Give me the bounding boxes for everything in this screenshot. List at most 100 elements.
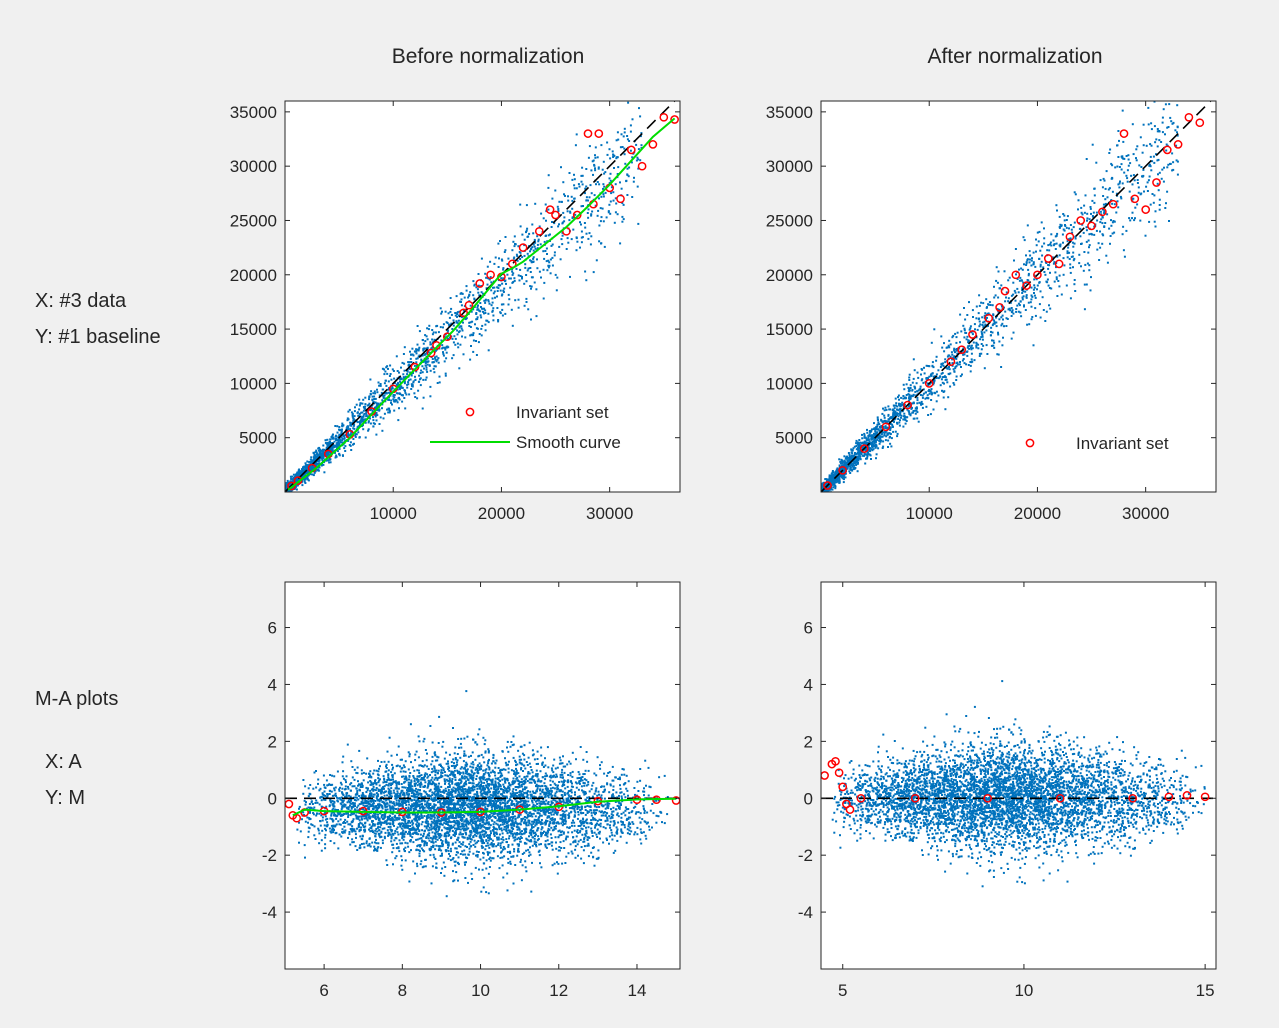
data-point	[1048, 304, 1050, 307]
data-point	[483, 312, 485, 315]
data-point	[588, 232, 591, 235]
data-point	[919, 402, 922, 405]
data-point	[320, 464, 323, 467]
data-point	[329, 440, 331, 443]
data-point	[1144, 234, 1147, 237]
data-point	[388, 410, 391, 413]
data-point	[876, 431, 879, 434]
data-point	[991, 304, 994, 307]
data-point	[898, 408, 901, 411]
data-point	[596, 181, 599, 183]
data-point	[569, 211, 572, 214]
data-point	[894, 430, 897, 433]
data-point	[461, 329, 464, 332]
data-point	[874, 432, 877, 435]
data-point	[376, 388, 378, 391]
data-point	[407, 364, 410, 367]
data-point	[551, 256, 554, 259]
data-point	[1027, 268, 1030, 271]
data-point	[401, 386, 404, 389]
data-point	[949, 343, 952, 346]
data-point	[1026, 259, 1029, 262]
data-point	[619, 146, 622, 149]
axes-frame	[284, 100, 681, 493]
data-point	[902, 425, 905, 428]
data-point	[980, 343, 983, 345]
data-point	[383, 412, 386, 415]
data-point	[472, 334, 475, 336]
data-point	[616, 131, 619, 134]
data-point	[549, 233, 551, 236]
data-point	[600, 144, 603, 147]
data-point	[1077, 199, 1080, 202]
data-point	[543, 240, 546, 243]
data-point	[942, 362, 945, 365]
data-point	[367, 420, 370, 423]
data-point	[1036, 231, 1039, 234]
data-point	[620, 133, 623, 136]
data-point	[369, 422, 372, 425]
data-point	[1030, 305, 1033, 308]
data-point	[1135, 148, 1138, 151]
data-point	[615, 202, 618, 205]
data-point	[914, 387, 917, 390]
data-point	[488, 278, 491, 281]
data-point	[596, 214, 599, 217]
data-point	[294, 480, 297, 483]
data-point	[500, 303, 503, 306]
data-point	[415, 352, 418, 355]
data-point	[390, 388, 393, 391]
data-point	[363, 418, 366, 421]
data-point	[619, 242, 622, 245]
data-point	[967, 345, 970, 348]
data-point	[869, 454, 872, 457]
data-point	[542, 250, 545, 253]
data-point	[367, 421, 370, 424]
data-point	[373, 413, 376, 416]
data-point	[551, 243, 554, 246]
data-point	[858, 455, 860, 458]
data-point	[1097, 242, 1100, 245]
data-point	[404, 391, 407, 394]
data-point	[929, 413, 932, 416]
data-point	[1072, 259, 1075, 262]
data-point	[1003, 306, 1005, 309]
data-point	[494, 256, 497, 259]
data-point	[952, 368, 955, 371]
data-point	[1162, 180, 1165, 183]
data-point	[991, 331, 994, 334]
data-point	[435, 360, 438, 363]
data-point	[583, 222, 586, 224]
data-point	[472, 308, 475, 311]
data-point	[455, 321, 458, 324]
data-point	[587, 156, 590, 159]
data-point	[1072, 226, 1075, 229]
data-point	[465, 289, 468, 292]
data-point	[885, 435, 888, 438]
data-point	[445, 351, 448, 354]
data-point	[1100, 213, 1103, 216]
data-point	[364, 403, 367, 406]
data-point	[627, 175, 630, 178]
data-point	[1066, 252, 1069, 255]
data-point	[1111, 176, 1114, 179]
y-tick-label: 35000	[230, 103, 277, 122]
data-point	[889, 429, 892, 431]
data-point	[921, 394, 924, 397]
data-point	[824, 483, 827, 486]
data-point	[1099, 221, 1102, 224]
data-point	[361, 411, 364, 414]
data-point	[527, 267, 530, 270]
data-point	[447, 337, 449, 340]
data-point	[1015, 308, 1018, 310]
data-point	[1053, 280, 1056, 283]
data-point	[922, 388, 925, 391]
data-point	[1039, 316, 1042, 319]
data-point	[872, 428, 875, 431]
data-point	[352, 424, 355, 427]
data-point	[513, 235, 516, 238]
data-point	[991, 324, 994, 327]
data-point	[1160, 141, 1163, 143]
data-point	[930, 388, 933, 391]
data-point	[1040, 268, 1043, 271]
